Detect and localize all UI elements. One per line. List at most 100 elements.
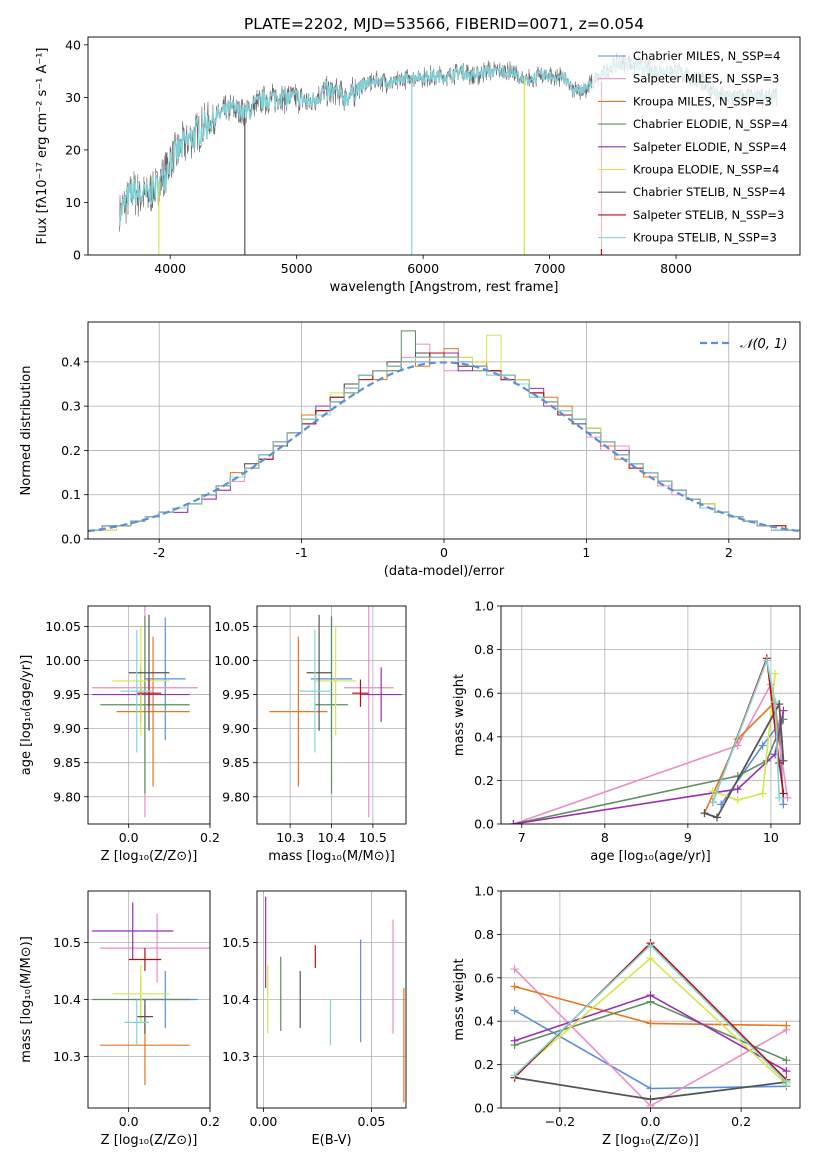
spectrum-xtick-label: 6000 — [407, 261, 439, 276]
residuals-frame — [87, 321, 801, 540]
weight-series-line — [704, 701, 785, 819]
spectrum-ytick-label: 0 — [73, 248, 81, 263]
legend-entry: Chabrier MILES, N_SSP=4 — [633, 49, 780, 63]
weight-marker — [779, 800, 788, 809]
errorbar-point — [128, 948, 162, 971]
weight-marker — [779, 756, 788, 765]
spectrum-ytick-label: 20 — [65, 142, 81, 157]
weight-marker — [733, 785, 742, 794]
spectrum-xlabel: wavelength [Angstrom, rest frame] — [330, 280, 559, 295]
spectrum-xtick-label: 4000 — [154, 261, 186, 276]
legend-entry: Salpeter MILES, N_SSP=3 — [633, 72, 779, 86]
mass-vs-Z-frame — [87, 890, 211, 1109]
age-vs-Z-xlabel: Z [log₁₀(Z/Z⊙)] — [101, 849, 198, 864]
weight-marker — [771, 669, 780, 678]
weight-marker — [758, 741, 767, 750]
age-vs-Z-ytick-label: 9.95 — [53, 687, 81, 702]
errorbar-point — [306, 614, 332, 731]
age-vs-mass-ytick-label: 9.80 — [222, 789, 250, 804]
residuals-ylabel: Normed distribution — [19, 366, 34, 496]
errorbar-point — [100, 616, 190, 794]
residuals-ytick-label: 0.3 — [61, 399, 81, 414]
residuals-xtick-label: 0 — [440, 545, 448, 560]
age-vs-Z-ylabel: age [log₁₀(age/yr)] — [19, 655, 34, 776]
weight-marker — [510, 965, 519, 974]
weight-vs-age-xtick-label: 9 — [684, 830, 692, 845]
errorbar-point — [314, 626, 357, 736]
errorbar-point — [136, 999, 154, 1034]
age-vs-Z-ytick-label: 9.90 — [53, 721, 81, 736]
spectrum-legend: Chabrier MILES, N_SSP=4 Salpeter MILES, N… — [592, 44, 798, 249]
age-vs-Z-ytick-label: 10.00 — [45, 653, 81, 668]
residuals-xtick-label: 1 — [582, 545, 590, 560]
weight-vs-age-frame — [500, 605, 801, 825]
weight-marker — [646, 1095, 655, 1104]
errorbar-point — [120, 629, 154, 753]
errorbar-point — [314, 616, 349, 794]
weight-marker — [782, 1056, 791, 1065]
age-vs-mass-ytick-label: 9.90 — [222, 721, 250, 736]
mass-vs-ebv-ytick-label: 10.5 — [222, 935, 250, 950]
weight-marker — [783, 793, 792, 802]
age-vs-Z-xtick-label: 0.2 — [200, 830, 220, 845]
age-vs-mass-ytick-label: 10.05 — [214, 619, 250, 634]
errorbar-point — [269, 636, 328, 787]
legend-entry: Kroupa STELIB, N_SSP=3 — [633, 231, 777, 245]
weight-vs-age-plot-area — [501, 606, 800, 824]
weight-vs-age-ytick-label: 0.6 — [474, 686, 494, 701]
weight-marker — [771, 697, 780, 706]
weight-marker — [509, 820, 518, 824]
age-vs-mass-ytick-label: 9.95 — [222, 687, 250, 702]
weight-marker — [646, 954, 655, 963]
weight-marker — [775, 758, 784, 767]
spectrum-ytick-label: 10 — [65, 195, 81, 210]
age-vs-Z-panel: 0.0 0.2 9.80 9.85 9.90 9.95 10.00 10.05 Z [log₁₀… — [19, 605, 220, 864]
errorbar-point — [360, 667, 402, 722]
errorbar-point — [124, 999, 149, 1046]
weight-vs-Z-ytick-label: 0.4 — [474, 1014, 494, 1029]
weight-vs-Z-frame — [500, 890, 801, 1109]
age-vs-mass-xlabel: mass [log₁₀(M/M⊙)] — [268, 849, 395, 864]
age-vs-mass-frame — [256, 605, 407, 825]
legend-entry: Salpeter ELODIE, N_SSP=4 — [633, 140, 787, 154]
weight-marker — [700, 809, 709, 818]
spectrum-ytick-label: 40 — [65, 37, 81, 52]
mass-vs-ebv-frame — [256, 890, 407, 1109]
errorbar-point — [128, 614, 170, 731]
residuals-plot-area — [88, 322, 800, 539]
weight-marker — [779, 706, 788, 715]
age-vs-mass-plot-area — [257, 606, 406, 824]
spectrum-frame — [87, 36, 801, 256]
weight-series-line — [712, 657, 780, 803]
weight-vs-Z-ytick-label: 0.0 — [474, 1101, 494, 1116]
age-vs-mass-xtick-label: 10.4 — [318, 830, 346, 845]
normal-reference-curve — [88, 361, 800, 533]
weight-marker — [510, 1006, 519, 1015]
age-vs-mass-xtick-label: 10.5 — [359, 830, 387, 845]
weight-marker — [775, 793, 784, 802]
weight-vs-Z-ytick-label: 0.2 — [474, 1057, 494, 1072]
weight-vs-Z-xlabel: Z [log₁₀(Z/Z⊙)] — [602, 1133, 699, 1148]
mass-vs-ebv-ytick-label: 10.4 — [222, 992, 250, 1007]
mass-vs-Z-ytick-label: 10.4 — [53, 992, 81, 1007]
age-vs-Z-frame — [87, 605, 211, 825]
mass-vs-Z-panel: 0.0 0.2 10.3 10.4 10.5 Z [log₁₀(Z/Z⊙)] mass [l… — [19, 890, 220, 1148]
errorbar-point — [100, 913, 210, 983]
age-vs-Z-ytick-label: 10.05 — [45, 619, 81, 634]
errorbar-point — [298, 629, 332, 753]
weight-vs-Z-plot-area — [501, 891, 800, 1108]
weight-marker — [646, 991, 655, 1000]
errorbar-point — [92, 902, 174, 960]
residuals-panel: -2 -1 0 1 2 0.0 0.1 0.2 0.3 0.4 (data-model)/error… — [19, 321, 801, 579]
spectrum-ytick-label: 30 — [65, 90, 81, 105]
residuals-legend: 𝒩(0, 1) — [700, 337, 787, 352]
spectrum-xtick-label: 5000 — [281, 261, 313, 276]
residuals-xlabel: (data-model)/error — [384, 564, 505, 579]
weight-vs-Z-ylabel: mass weight — [452, 958, 467, 1040]
weight-series-line — [720, 721, 785, 805]
mass-vs-Z-xtick-label: 0.0 — [119, 1114, 139, 1129]
spectrum-xtick-label: 8000 — [660, 261, 692, 276]
weight-marker — [708, 787, 717, 796]
spectrum-legend-box — [592, 44, 798, 249]
weight-marker — [762, 656, 771, 665]
